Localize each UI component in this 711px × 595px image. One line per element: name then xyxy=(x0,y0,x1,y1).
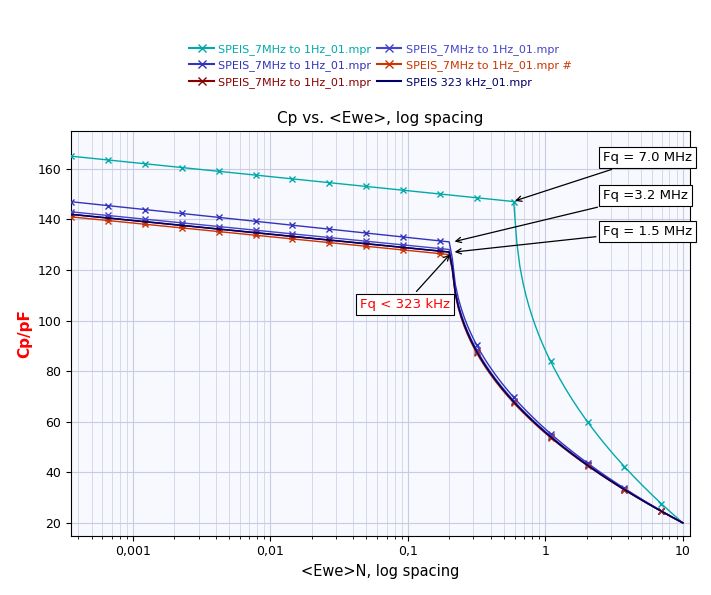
Y-axis label: Cp/pF: Cp/pF xyxy=(17,309,32,358)
Text: Fq < 323 kHz: Fq < 323 kHz xyxy=(360,255,450,311)
Title: Cp vs. <Ewe>, log spacing: Cp vs. <Ewe>, log spacing xyxy=(277,111,483,126)
Text: Fq = 1.5 MHz: Fq = 1.5 MHz xyxy=(456,224,693,254)
Text: Fq =3.2 MHz: Fq =3.2 MHz xyxy=(456,189,688,243)
Text: Fq = 7.0 MHz: Fq = 7.0 MHz xyxy=(516,151,692,201)
Legend: SPEIS_7MHz to 1Hz_01.mpr, SPEIS_7MHz to 1Hz_01.mpr, SPEIS_7MHz to 1Hz_01.mpr, SP: SPEIS_7MHz to 1Hz_01.mpr, SPEIS_7MHz to … xyxy=(185,39,576,92)
X-axis label: <Ewe>Ν, log spacing: <Ewe>Ν, log spacing xyxy=(301,564,459,579)
